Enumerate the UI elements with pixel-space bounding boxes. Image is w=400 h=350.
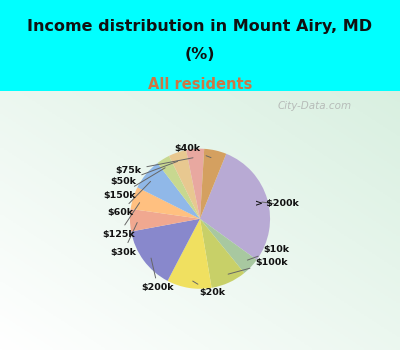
Wedge shape <box>131 187 200 219</box>
Text: $100k: $100k <box>228 258 288 274</box>
Text: $40k: $40k <box>174 144 211 158</box>
Text: $30k: $30k <box>110 223 137 257</box>
Wedge shape <box>200 149 226 219</box>
Wedge shape <box>137 163 200 219</box>
Text: $60k: $60k <box>107 181 150 217</box>
Text: $200k: $200k <box>142 258 174 293</box>
Wedge shape <box>168 219 212 289</box>
Text: $125k: $125k <box>102 203 140 239</box>
Text: All residents: All residents <box>148 77 252 92</box>
Wedge shape <box>131 219 200 281</box>
Text: $75k: $75k <box>115 158 193 175</box>
Text: $20k: $20k <box>193 281 226 298</box>
Text: > $200k: > $200k <box>255 199 298 208</box>
Text: Income distribution in Mount Airy, MD: Income distribution in Mount Airy, MD <box>28 19 372 34</box>
Wedge shape <box>186 149 204 219</box>
Wedge shape <box>200 219 244 288</box>
Text: $150k: $150k <box>104 168 165 200</box>
Text: (%): (%) <box>185 47 215 62</box>
Wedge shape <box>169 150 200 219</box>
Wedge shape <box>200 219 257 273</box>
Wedge shape <box>158 156 200 219</box>
Text: City-Data.com: City-Data.com <box>278 102 352 111</box>
Wedge shape <box>200 154 270 260</box>
Text: $50k: $50k <box>110 161 178 186</box>
Text: $10k: $10k <box>248 245 290 260</box>
Wedge shape <box>130 209 200 231</box>
